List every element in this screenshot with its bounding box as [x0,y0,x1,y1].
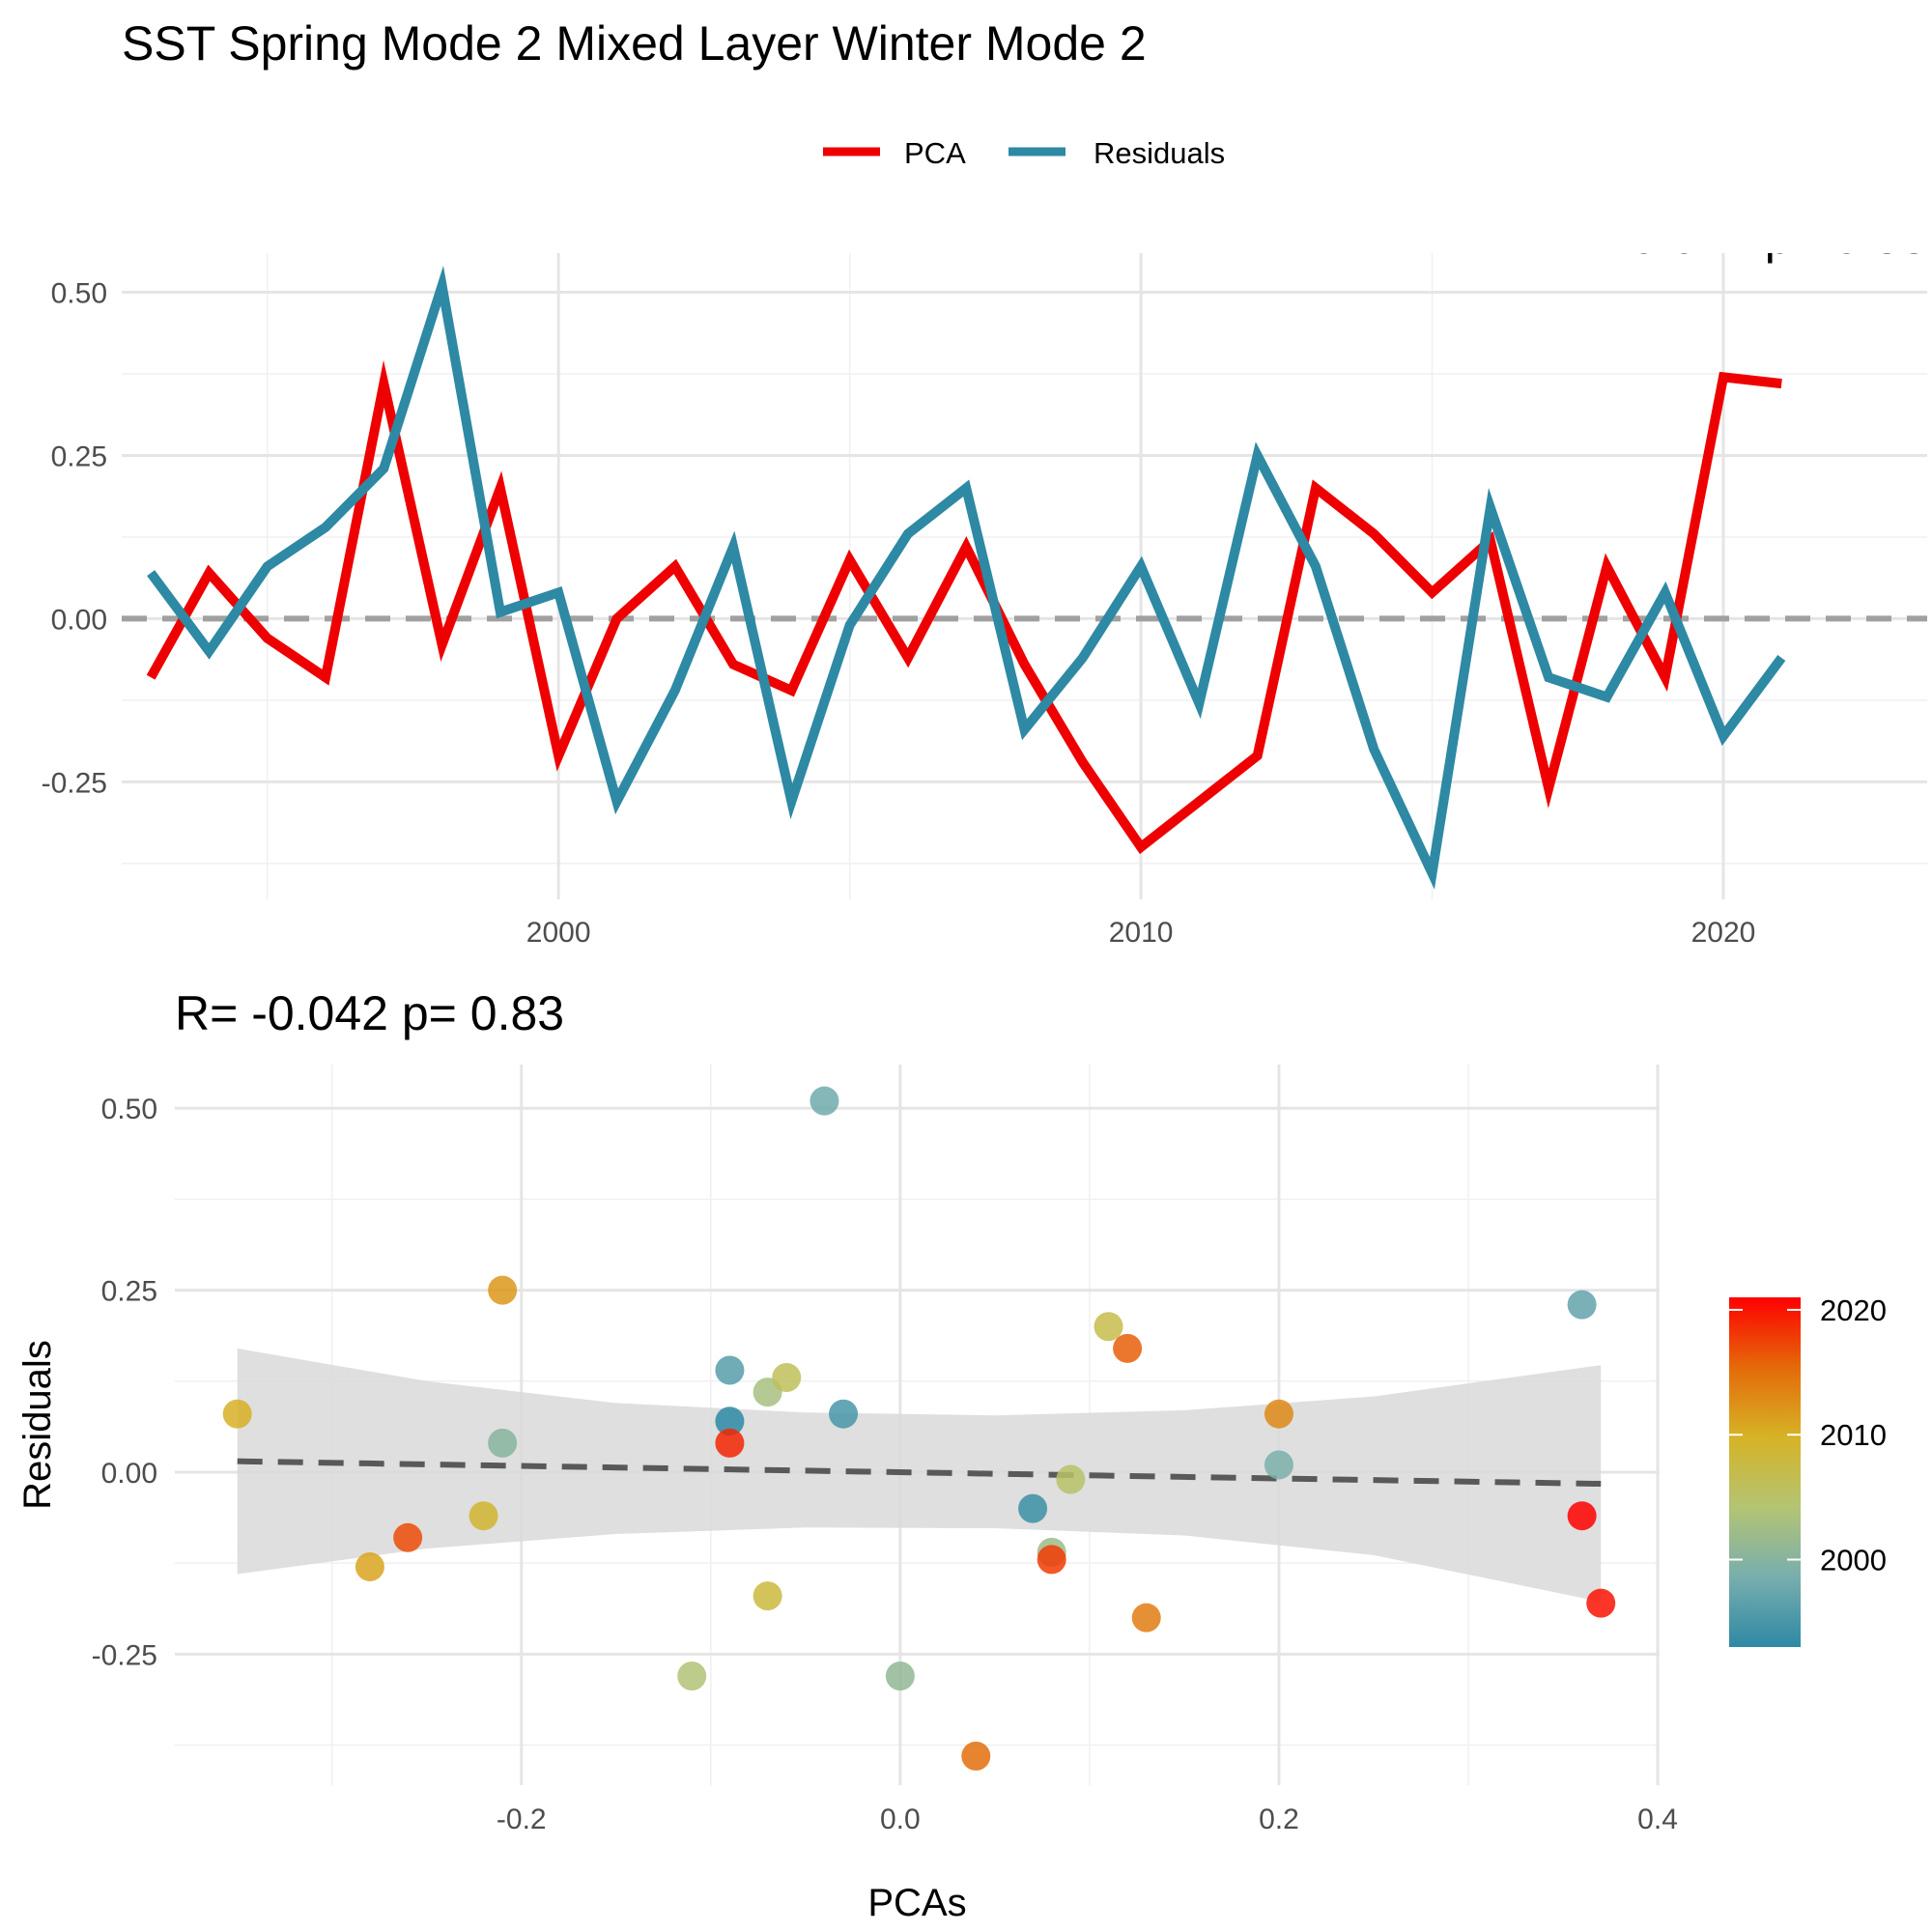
scatter-point [1567,1501,1597,1531]
scatter-point [1131,1603,1161,1633]
figure-title: SST Spring Mode 2 Mixed Layer Winter Mod… [122,16,1147,71]
x-tick-label: -0.2 [497,1804,547,1835]
scatter-point [1037,1545,1066,1575]
y-tick-label: 0.50 [101,1094,157,1125]
scatter-point [1264,1450,1293,1480]
scatter-point [885,1661,915,1690]
y-tick-label: 0.50 [51,278,107,310]
series-line-residuals [147,266,1786,890]
scatter-point [469,1501,498,1531]
scatter-point [715,1406,745,1436]
scatter-point [1018,1493,1048,1523]
x-tick-label: 0.0 [880,1804,921,1835]
scatter-point [1056,1464,1086,1494]
scatter-point [715,1428,745,1458]
colorbar-label: 2020 [1820,1293,1887,1327]
scatter-point [772,1363,802,1393]
y-axis-title: Residuals [16,1340,59,1510]
y-tick-label: 0.00 [101,1458,157,1490]
scatter-point [715,1355,745,1385]
scatter-point [753,1581,782,1611]
scatter-point [355,1551,384,1581]
scatter-point [488,1428,518,1458]
time-series-panel: 0.50 0.25 0.00 -0.25 2000 2010 2020 R= -0.042 p… [42,210,1927,949]
scatter-point [1094,1312,1123,1342]
scatter-point [1264,1399,1293,1429]
series-line-pca [146,359,1782,855]
y-tick-label: 0.25 [101,1276,157,1308]
y-tick-label: -0.25 [92,1639,157,1671]
legend: PCA Residuals [823,136,1225,170]
colorbar-label: 2010 [1820,1418,1887,1452]
colorbar-bar [1729,1297,1801,1647]
x-tick-label: 2010 [1109,917,1174,949]
x-tick-label: 2020 [1691,917,1756,949]
scatter-panel: 0.50 0.25 0.00 -0.25 -0.2 0.0 0.2 0.4 R= -0.042 … [16,986,1678,1924]
scatter-point [488,1275,518,1305]
colorbar-label: 2000 [1820,1544,1887,1577]
legend-label-residuals: Residuals [1094,136,1225,170]
scatter-point [1567,1290,1597,1320]
y-tick-label: 0.25 [51,440,107,472]
scatter-point [1113,1333,1143,1363]
x-tick-label: 0.4 [1637,1804,1678,1835]
colorbar-legend: 2020 2010 2000 [1729,1293,1887,1647]
scatter-point [1586,1588,1616,1618]
x-axis-title: PCAs [867,1882,966,1924]
scatter-point [829,1399,859,1429]
correlation-subtitle: R= -0.042 p= 0.83 [175,986,564,1040]
cropped-annotation: R= -0.042 p= 0.83 [1538,210,1927,264]
scatter-point [222,1399,252,1429]
scatter-point [810,1086,839,1116]
x-tick-label: 2000 [526,917,591,949]
scatter-point [677,1661,707,1690]
confidence-band [237,1348,1602,1603]
y-tick-label: -0.25 [42,767,107,799]
scatter-point [393,1522,423,1552]
legend-label-pca: PCA [904,136,966,170]
x-tick-label: 0.2 [1259,1804,1299,1835]
regression-fit-line [237,1458,1602,1488]
scatter-point [961,1741,991,1771]
y-tick-label: 0.00 [51,604,107,636]
